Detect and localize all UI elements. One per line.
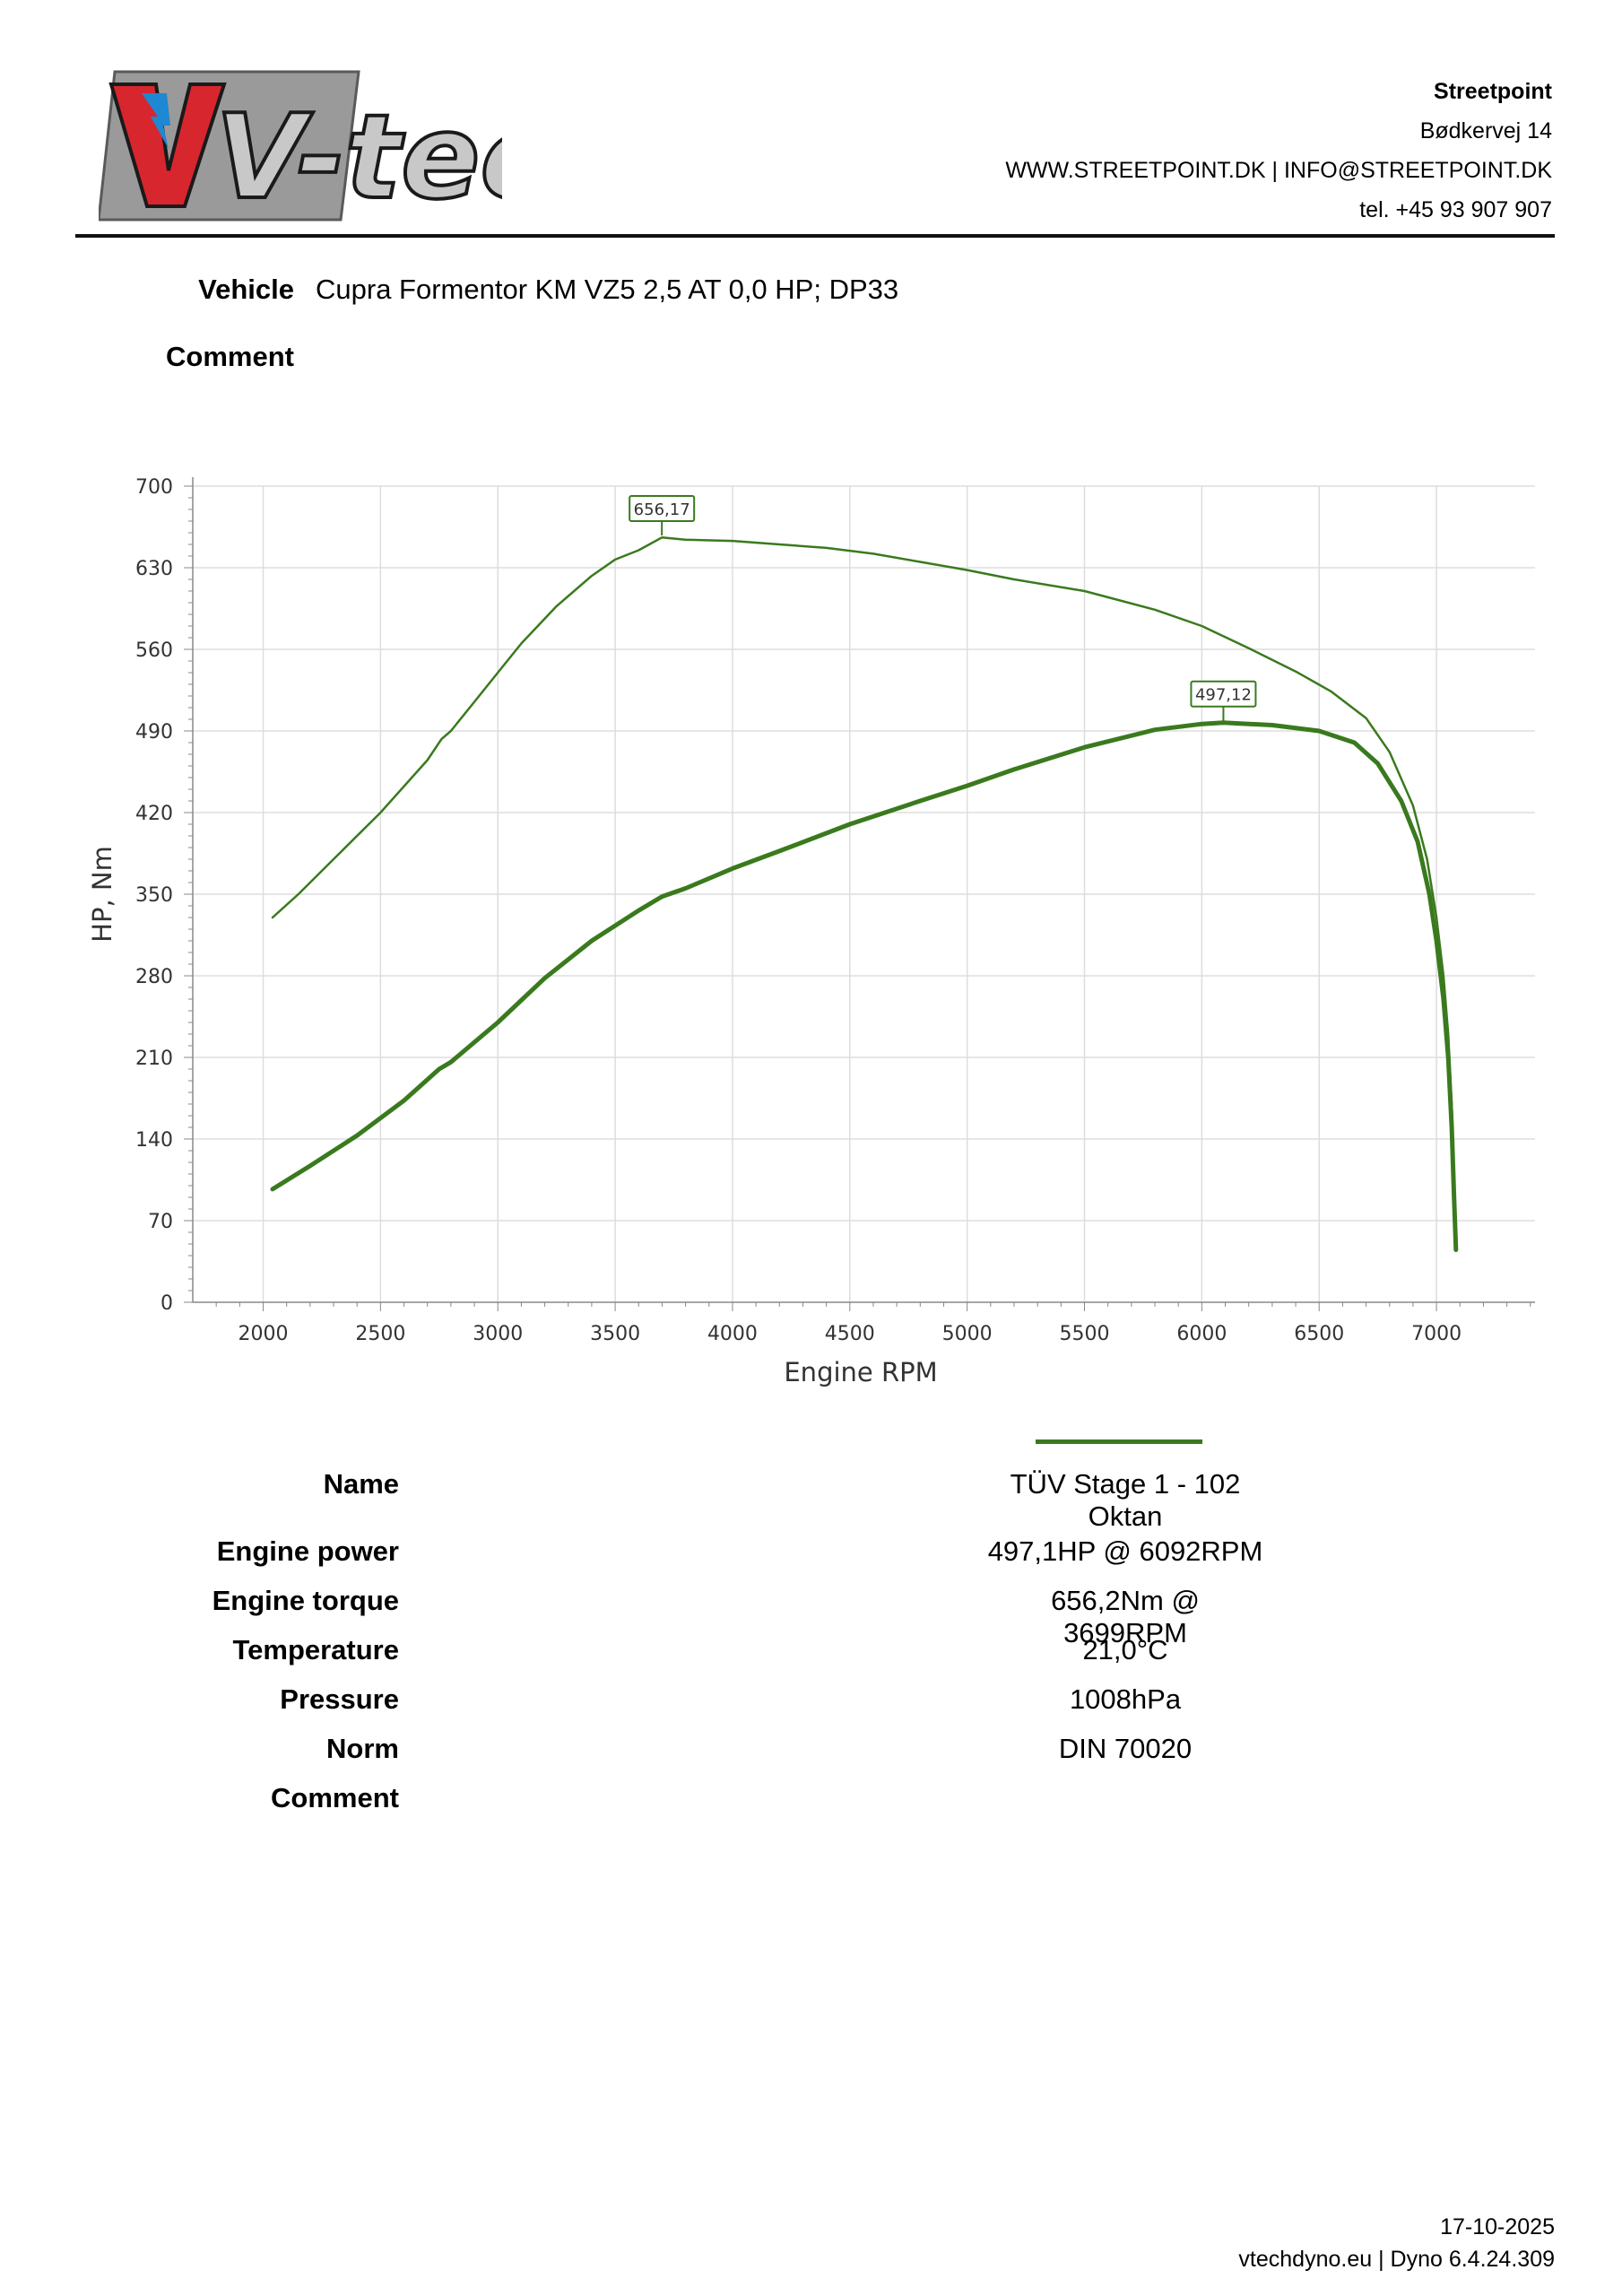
x-tick-label: 7000 <box>1411 1323 1462 1345</box>
peak-annotation: 497,12 <box>1190 680 1257 721</box>
v-tech-logo: V-tech <box>97 63 634 233</box>
x-tick-label: 5000 <box>942 1323 993 1345</box>
vehicle-value: Cupra Formentor KM VZ5 2,5 AT 0,0 HP; DP… <box>316 274 899 305</box>
footer: 17-10-2025 vtechdyno.eu | Dyno 6.4.24.30… <box>1238 2211 1555 2275</box>
y-tick-label: 700 <box>135 476 173 499</box>
x-tick-label: 5500 <box>1060 1323 1110 1345</box>
spec-norm-label: Norm <box>326 1733 399 1764</box>
x-axis-label: Engine RPM <box>784 1357 937 1387</box>
chart-series <box>270 535 1459 1252</box>
annotation-box <box>629 494 696 522</box>
y-tick-label: 280 <box>135 966 173 988</box>
spec-temperature-label: Temperature <box>232 1634 400 1665</box>
footer-date: 17-10-2025 <box>1440 2214 1555 2239</box>
spec-pressure-label: Pressure <box>280 1683 399 1715</box>
chart-annotations: 656,17 497,12 <box>629 494 1257 721</box>
y-tick-label: 350 <box>135 884 173 907</box>
spec-name-label: Name <box>323 1468 399 1500</box>
company-address: Bødkervej 14 <box>1419 118 1552 144</box>
x-tick-label: 3500 <box>590 1323 640 1345</box>
annotation-label: 497,12 <box>1195 686 1252 705</box>
spec-norm-value: DIN 70020 <box>1058 1733 1193 1764</box>
annotation-box <box>1190 680 1257 708</box>
y-tick-label: 630 <box>135 558 173 580</box>
y-tick-label: 70 <box>148 1211 173 1233</box>
vehicle-label: Vehicle <box>198 274 294 305</box>
spec-name-value: TÜV Stage 1 - 102 Oktan <box>1010 1468 1241 1532</box>
chart-ticks: 0 70 140 210 280 350 420 490 560 630 700 2000 2500 30… <box>135 476 1531 1345</box>
y-axis-label: HP, Nm <box>87 846 117 943</box>
series-line-power <box>270 720 1459 1252</box>
spec-torque-value: 656,2Nm @ 3699RPM <box>1051 1585 1200 1648</box>
spec-comment-label: Comment <box>271 1782 399 1813</box>
y-tick-label: 560 <box>135 639 173 662</box>
footer-software: vtechdyno.eu | Dyno 6.4.24.309 <box>1238 2247 1555 2272</box>
company-phone: tel. +45 93 907 907 <box>1359 197 1552 222</box>
x-tick-label: 6000 <box>1176 1323 1227 1345</box>
spec-temperature-value: 21,0°C <box>1082 1634 1168 1665</box>
spec-power-label: Engine power <box>216 1535 399 1567</box>
comment-label: Comment <box>166 341 294 372</box>
y-tick-label: 140 <box>135 1129 173 1152</box>
series-line-torque <box>271 535 1458 1246</box>
legend-swatch <box>1036 1439 1202 1444</box>
spec-pressure-value: 1008hPa <box>1069 1683 1182 1715</box>
company-info: Streetpoint Bødkervej 14 WWW.STREETPOINT… <box>1005 72 1552 230</box>
x-tick-label: 2500 <box>355 1323 405 1345</box>
company-web-email: WWW.STREETPOINT.DK | INFO@STREETPOINT.DK <box>1005 158 1552 183</box>
chart-grid <box>193 485 1535 1302</box>
spec-power-value: 497,1HP @ 6092RPM <box>987 1535 1263 1567</box>
x-tick-label: 2000 <box>239 1323 289 1345</box>
logo-text: V-tech <box>215 89 502 225</box>
y-tick-label: 420 <box>135 803 173 825</box>
spec-torque-label: Engine torque <box>212 1585 399 1616</box>
annotation-label: 656,17 <box>634 500 690 519</box>
peak-annotation: 656,17 <box>629 494 696 535</box>
x-tick-label: 6500 <box>1294 1323 1344 1345</box>
company-name: Streetpoint <box>1434 79 1552 104</box>
x-tick-label: 4500 <box>825 1323 875 1345</box>
dyno-chart: 0 70 140 210 280 350 420 490 560 630 700 2000 2500 30… <box>87 476 1535 1387</box>
y-tick-label: 210 <box>135 1048 173 1070</box>
header-divider <box>75 234 1555 238</box>
y-tick-label: 490 <box>135 721 173 744</box>
x-tick-label: 3000 <box>473 1323 523 1345</box>
y-tick-label: 0 <box>160 1292 173 1315</box>
chart-axes <box>192 477 1535 1303</box>
x-tick-label: 4000 <box>707 1323 758 1345</box>
